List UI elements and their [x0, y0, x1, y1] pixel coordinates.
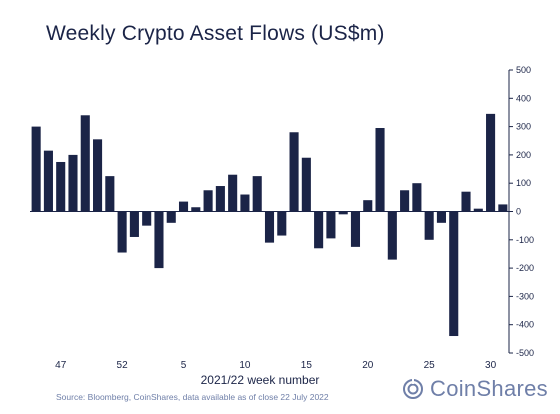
bar: [461, 191, 471, 212]
bar: [424, 211, 434, 240]
bar: [105, 176, 115, 212]
y-tick-label: -500: [516, 348, 534, 358]
bar: [338, 211, 348, 215]
bar: [363, 200, 373, 212]
y-axis-ticks: 500 400 300 200 100 0 -100 -200 -300 -400 -500: [509, 65, 534, 358]
bar: [350, 211, 361, 247]
y-tick-label: 200: [516, 150, 531, 160]
x-axis-label: 2021/22 week number: [200, 373, 320, 387]
bar: [252, 176, 262, 212]
x-tick-label: 25: [424, 360, 436, 371]
bar: [117, 211, 127, 253]
bar: [412, 183, 422, 212]
x-tick-label: 47: [55, 360, 67, 371]
bar: [80, 115, 90, 212]
brand-name: CoinShares: [430, 376, 548, 401]
bar: [387, 211, 397, 260]
bar: [31, 126, 41, 212]
bar: [486, 113, 496, 212]
bar: [129, 211, 139, 237]
x-axis-ticks: 47 52 5 10 15 20 25 30: [55, 360, 496, 371]
x-tick-label: 20: [362, 360, 374, 371]
y-tick-label: -400: [516, 320, 534, 330]
y-tick-label: 0: [516, 207, 521, 217]
brand-logo-group: CoinShares: [402, 376, 548, 402]
bar: [449, 211, 459, 337]
bar: [166, 211, 176, 223]
bar: [473, 208, 483, 212]
coinshares-logo-icon: [403, 378, 423, 399]
y-tick-label: -300: [516, 291, 534, 301]
bar: [264, 211, 275, 243]
y-tick-label: -100: [516, 235, 534, 245]
chart-title: Weekly Crypto Asset Flows (US$m): [46, 22, 385, 45]
x-tick-label: 30: [485, 360, 497, 371]
bar: [277, 211, 287, 236]
bar: [43, 150, 53, 212]
bar: [314, 211, 324, 249]
y-tick-label: 300: [516, 122, 531, 132]
bar: [240, 194, 250, 212]
bar: [301, 157, 311, 212]
bar: [498, 204, 508, 212]
bar: [215, 186, 225, 212]
y-tick-label: 500: [516, 65, 531, 75]
y-tick-label: 400: [516, 93, 531, 103]
bar: [228, 174, 238, 212]
y-tick-label: -200: [516, 263, 534, 273]
bar: [203, 190, 213, 212]
bars-group: [31, 113, 508, 337]
x-tick-label: 10: [239, 360, 251, 371]
bar: [289, 132, 299, 212]
bar: [436, 211, 446, 223]
y-tick-label: 100: [516, 178, 531, 188]
bar: [93, 139, 103, 212]
bar: [56, 161, 66, 212]
x-tick-label: 15: [301, 360, 313, 371]
source-note: Source: Bloomberg, CoinShares, data avai…: [56, 392, 329, 402]
bar: [375, 128, 385, 212]
bar: [400, 190, 410, 212]
x-tick-label: 5: [181, 360, 187, 371]
bar: [68, 154, 78, 212]
bar: [326, 211, 336, 239]
bar: [142, 211, 152, 226]
bar: [154, 211, 164, 269]
bar: [191, 207, 201, 212]
bar: [178, 201, 189, 212]
x-tick-label: 52: [117, 360, 129, 371]
